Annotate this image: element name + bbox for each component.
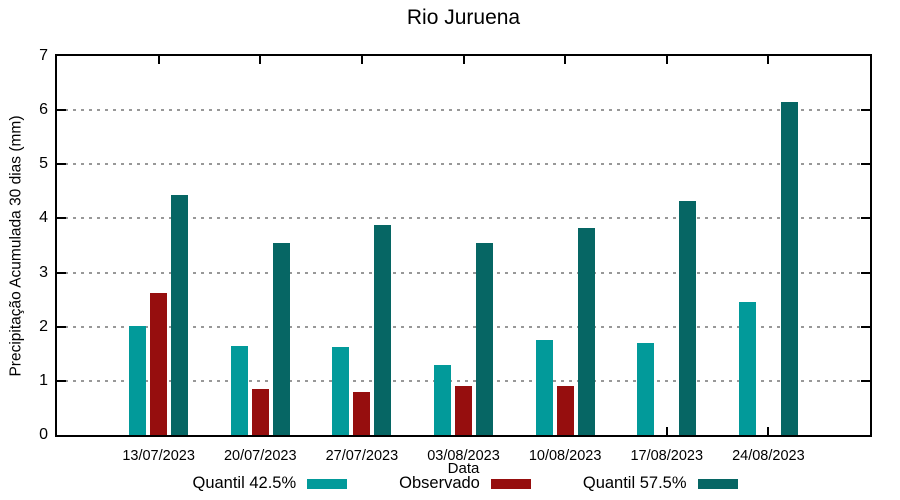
bar-quantil-57.5--5 <box>679 200 697 435</box>
x-tick-mark <box>157 56 160 64</box>
x-tick-label: 13/07/2023 <box>122 448 195 464</box>
y-tick-label: 4 <box>39 209 48 227</box>
y-tick-mark <box>861 217 870 220</box>
x-tick-label: 17/08/2023 <box>630 448 704 464</box>
gridline <box>57 109 870 112</box>
bar-observado-2 <box>353 391 371 435</box>
bar-quantil-42.5--5 <box>637 342 655 435</box>
legend-swatch <box>697 478 738 489</box>
y-tick-mark <box>57 163 66 166</box>
bar-observado-4 <box>556 386 574 435</box>
x-tick-mark <box>360 56 363 64</box>
bar-quantil-42.5--1 <box>230 345 248 435</box>
y-tick-label: 0 <box>39 426 48 443</box>
x-tick-label: 24/08/2023 <box>732 448 805 464</box>
gridline <box>57 217 870 220</box>
x-axis-label: Data <box>447 460 480 477</box>
y-tick-mark <box>57 379 66 382</box>
bar-quantil-42.5--6 <box>738 302 756 435</box>
legend-item: Observado <box>399 474 531 493</box>
y-tick-label: 1 <box>39 371 48 389</box>
y-tick-mark <box>861 379 870 382</box>
legend-item: Quantil 57.5% <box>583 474 738 493</box>
y-tick-mark <box>57 217 66 220</box>
x-tick-mark <box>665 56 668 64</box>
legend-swatch <box>490 478 531 489</box>
x-tick-mark <box>462 56 465 64</box>
gridline <box>57 163 870 166</box>
y-tick-mark <box>861 163 870 166</box>
bar-quantil-57.5--0 <box>171 195 189 435</box>
bar-quantil-42.5--4 <box>535 340 553 435</box>
bar-quantil-57.5--3 <box>476 242 493 435</box>
gridline <box>57 325 870 328</box>
x-tick-mark <box>767 56 770 64</box>
x-tick-label: 10/08/2023 <box>528 448 602 464</box>
y-tick-label: 7 <box>39 47 48 64</box>
bar-quantil-42.5--3 <box>434 364 451 435</box>
legend-label: Quantil 42.5% <box>192 474 297 492</box>
bar-quantil-42.5--2 <box>332 346 350 435</box>
legend-label: Observado <box>399 474 480 492</box>
bar-quantil-57.5--2 <box>374 225 392 435</box>
y-tick-mark <box>861 271 870 274</box>
legend: Quantil 42.5% Observado Quantil 57.5% <box>0 474 900 493</box>
x-tick-mark <box>665 427 668 435</box>
y-tick-mark <box>57 109 66 112</box>
y-tick-mark <box>861 325 870 328</box>
x-tick-label: 27/07/2023 <box>325 448 399 464</box>
y-tick-mark <box>861 109 870 112</box>
gridline <box>57 271 870 274</box>
legend-label: Quantil 57.5% <box>582 474 687 492</box>
x-tick-label: 20/07/2023 <box>223 448 297 464</box>
bar-observado-1 <box>251 388 269 435</box>
bar-quantil-42.5--0 <box>129 325 147 435</box>
x-tick-label: 03/08/2023 <box>427 448 500 464</box>
legend-item: Quantil 42.5% <box>192 474 348 493</box>
legend-swatch <box>307 478 348 489</box>
plot-area <box>55 54 872 437</box>
bar-observado-3 <box>455 386 472 435</box>
bar-quantil-57.5--4 <box>577 228 595 435</box>
y-tick-label: 5 <box>39 155 48 173</box>
bar-quantil-57.5--6 <box>780 102 798 435</box>
y-tick-label: 6 <box>39 101 48 119</box>
x-tick-mark <box>259 56 262 64</box>
x-tick-mark <box>564 56 567 64</box>
bar-observado-0 <box>150 293 168 435</box>
y-tick-label: 2 <box>39 317 48 335</box>
y-tick-label: 3 <box>39 263 48 281</box>
gridline <box>57 379 870 382</box>
x-tick-mark <box>767 427 770 435</box>
y-tick-mark <box>57 325 66 328</box>
y-tick-mark <box>57 271 66 274</box>
chart-title: Rio Juruena <box>406 6 521 29</box>
bar-quantil-57.5--1 <box>272 242 290 435</box>
